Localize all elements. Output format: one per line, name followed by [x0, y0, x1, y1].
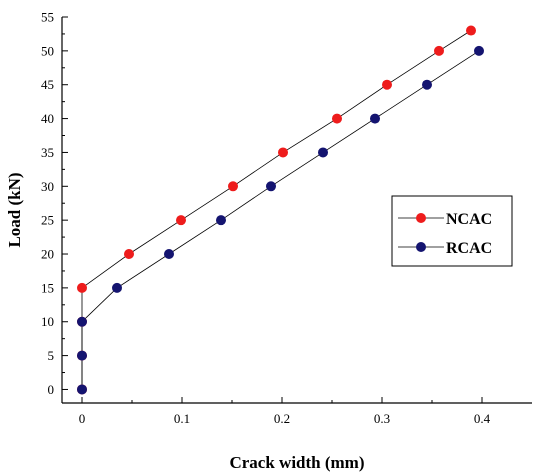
- x-tick-label: 0.4: [474, 411, 491, 426]
- y-tick-label: 50: [41, 43, 54, 58]
- legend-label-rcac: RCAC: [446, 240, 492, 257]
- data-point-rcac: [77, 316, 87, 327]
- y-tick-label: 25: [41, 213, 54, 228]
- data-point-rcac: [112, 282, 122, 293]
- x-axis-title: Crack width (mm): [229, 453, 364, 472]
- x-tick-label: 0: [79, 411, 86, 426]
- data-point-rcac: [266, 181, 276, 192]
- data-point-rcac: [164, 249, 174, 260]
- y-tick-label: 5: [48, 348, 55, 363]
- x-tick-label: 0.3: [374, 411, 390, 426]
- ticks: 0 5 10 15 20 25 30 35 40 45 50 55 0 0.1 0.2 0.3 0.4: [41, 10, 491, 427]
- y-tick-label: 35: [41, 145, 54, 160]
- y-tick-label: 10: [41, 314, 54, 329]
- y-tick-label: 45: [41, 77, 54, 92]
- legend-box: [391, 195, 513, 267]
- data-point-rcac: [370, 113, 380, 124]
- data-point-ncac: [434, 45, 444, 56]
- legend-label-ncac: NCAC: [446, 211, 492, 228]
- data-point-ncac: [382, 79, 392, 90]
- data-point-ncac: [278, 147, 288, 158]
- y-tick-label: 30: [41, 179, 54, 194]
- data-point-ncac: [228, 181, 238, 192]
- data-point-ncac: [77, 282, 87, 293]
- data-point-rcac: [216, 215, 226, 226]
- data-point-rcac: [77, 350, 87, 361]
- y-axis-title: Load (kN): [5, 172, 24, 247]
- data-point-ncac: [332, 113, 342, 124]
- y-tick-label: 55: [41, 10, 54, 25]
- legend-marker-ncac: [416, 213, 426, 223]
- legend: NCAC RCAC: [391, 195, 513, 267]
- data-point-rcac: [474, 45, 484, 56]
- data-point-ncac: [466, 25, 476, 36]
- data-point-ncac: [176, 215, 186, 226]
- y-tick-label: 0: [48, 382, 55, 397]
- y-tick-label: 20: [41, 247, 54, 262]
- y-tick-label: 40: [41, 111, 54, 126]
- x-tick-label: 0.1: [174, 411, 190, 426]
- data-point-rcac: [77, 384, 87, 395]
- data-point-rcac: [422, 79, 432, 90]
- series-points: [77, 25, 484, 395]
- data-point-rcac: [318, 147, 328, 158]
- x-tick-label: 0.2: [274, 411, 290, 426]
- data-point-ncac: [124, 249, 134, 260]
- legend-marker-rcac: [416, 242, 426, 252]
- y-tick-label: 15: [41, 280, 54, 295]
